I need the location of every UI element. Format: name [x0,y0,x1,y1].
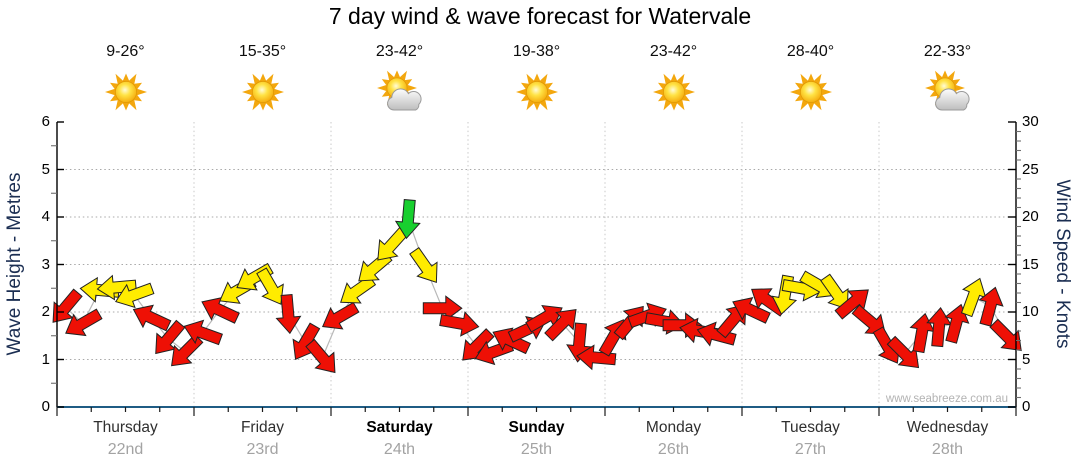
wind-arrow [394,198,421,240]
temp-range: 28-40° [786,43,835,60]
wind-arrow [886,335,920,369]
weather-icon-box [742,65,879,119]
wind-tick-label: 5 [1022,350,1031,368]
watermark: www.seabreeze.com.au [885,393,1008,405]
wave-tick-label: 6 [41,113,50,130]
wind-arrow [52,288,83,323]
wind-arrow [275,293,302,335]
sunny-icon [515,73,558,111]
temp-range: 9-26° [106,43,145,60]
wind-arrow [305,338,336,374]
wind-arrow [834,289,869,320]
wave-tick-label: 1 [41,350,50,368]
day-name: Friday [240,419,285,436]
partly-cloudy-icon [376,70,422,111]
day-name: Monday [645,419,702,436]
sunny-icon [104,73,147,111]
wind-arrow [978,286,1004,327]
temp-range: 15-35° [238,43,287,60]
wind-tick-label: 15 [1022,255,1039,273]
wind-arrow [377,226,409,261]
day-name: Wednesday [906,419,989,436]
sunny-icon [652,73,695,111]
temp-range: 19-38° [512,43,561,60]
sunny-icon [241,73,284,111]
day-date: 22nd [107,441,144,458]
day-name: Thursday [93,419,158,436]
wind-tick-label: 20 [1022,208,1039,225]
gridlines [57,122,1016,406]
wave-tick-label: 0 [41,398,50,415]
wind-arrow [696,321,737,347]
wind-arrow [155,319,186,355]
day-name: Tuesday [781,419,840,436]
wind-tick-label: 10 [1022,303,1039,320]
day-name: Saturday [366,419,433,436]
wind-arrow [544,309,577,342]
cloud [386,88,422,111]
wave-tick-label: 3 [41,255,50,273]
temp-range: 22-33° [923,43,972,60]
wind-arrow [409,246,438,284]
wind-arrow [321,301,360,330]
cloud [934,88,970,111]
weather-icon-box [331,65,468,119]
temp-range: 23-42° [649,43,698,60]
day-date: 28th [931,441,964,458]
wind-arrow [820,273,849,310]
weather-icon-box [468,65,605,119]
sunny-icon [789,73,832,111]
wind-arrow [576,344,617,371]
page-title: 7 day wind & wave forecast for Watervale [328,3,752,29]
wind-arrow [960,277,987,318]
wind-arrow [989,318,1022,352]
wind-arrow [183,319,223,346]
wave-tick-label: 4 [41,208,50,225]
axes-and-ticks [51,121,1021,416]
wind-arrow [492,327,532,355]
weather-icon-box [879,65,1016,119]
wind-arrow [525,304,563,333]
wind-arrow [96,274,137,301]
wind-arrow [65,308,103,337]
day-date: 25th [520,441,553,458]
wind-arrow [132,304,172,332]
day-name: Sunday [508,419,565,436]
wind-tick-label: 25 [1022,160,1039,178]
wind-arrow [201,297,240,324]
weather-icon-box [605,65,742,119]
wind-speed-series [52,198,1022,374]
day-date: 27th [794,441,827,458]
wind-arrow [422,295,463,322]
wind-arrow [256,267,284,305]
weather-icon-box [57,65,194,119]
temp-range: 23-42° [375,43,424,60]
partly-cloudy-icon [924,70,970,111]
day-date: 26th [657,441,690,458]
day-date: 24th [383,441,416,458]
wind-arrow [732,297,771,324]
wind-tick-label: 0 [1022,398,1031,415]
wave-tick-label: 5 [41,160,50,178]
weather-icon-box [194,65,331,119]
day-date: 23rd [246,441,279,458]
wind-tick-label: 30 [1022,113,1039,130]
wave-tick-label: 2 [41,303,50,320]
wind-arrow [114,282,155,309]
wind-arrow [439,311,480,337]
